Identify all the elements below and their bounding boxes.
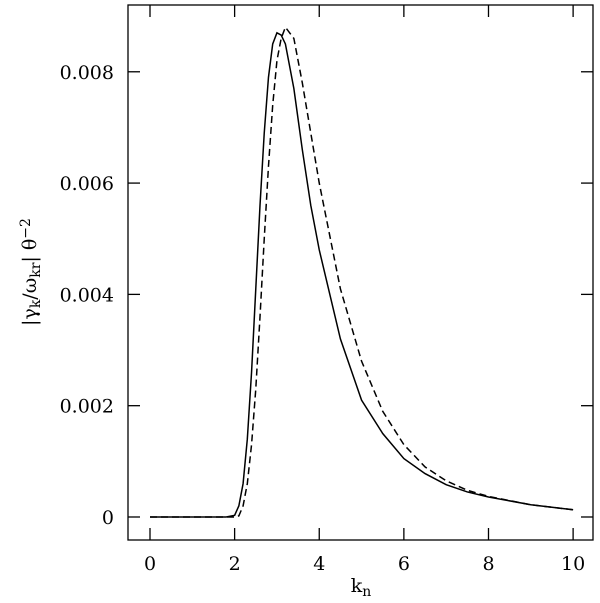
x-tick-label: 2 <box>229 553 241 575</box>
data-line <box>150 25 574 518</box>
ylabel-part: /ω <box>19 278 41 300</box>
x-tick-label: 8 <box>482 553 494 575</box>
ylabel-part: −2 <box>18 218 34 239</box>
x-tick-label: 4 <box>313 553 325 575</box>
data-line <box>150 31 574 518</box>
xlabel-part: n <box>362 584 371 600</box>
plot-frame <box>127 4 594 541</box>
x-axis-label: kn <box>351 575 372 600</box>
ylabel-part: |γ <box>19 308 41 326</box>
xlabel-part: k <box>351 575 363 597</box>
y-tick-label: 0.002 <box>60 396 114 418</box>
ylabel-part: k <box>28 299 44 308</box>
y-tick-label: 0.008 <box>60 62 114 84</box>
ylabel-part: kr <box>28 262 44 277</box>
y-tick-label: 0.006 <box>60 173 114 195</box>
y-tick-label: 0.004 <box>60 284 114 306</box>
ylabel-part: | θ <box>19 239 41 263</box>
x-tick-label: 0 <box>144 553 156 575</box>
y-axis-label: |γk/ωkr| θ−2 <box>18 218 44 326</box>
x-tick-label: 6 <box>398 553 410 575</box>
y-tick-label: 0 <box>102 507 114 529</box>
x-tick-label: 10 <box>561 553 585 575</box>
